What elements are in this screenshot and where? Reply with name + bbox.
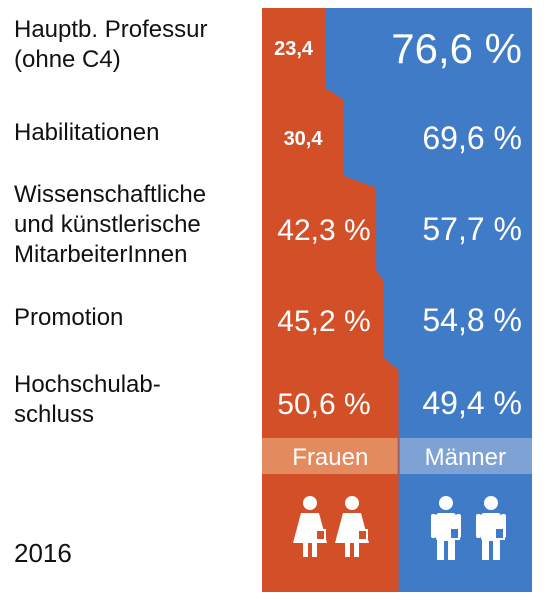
year-label: 2016: [14, 538, 72, 568]
man-icon: [476, 496, 506, 560]
row-gap-2: [262, 270, 532, 282]
category-label-2: Wissenschaftliche und künstlerische Mita…: [14, 181, 207, 268]
value-label-maenner-2: 57,7 %: [422, 211, 522, 247]
category-label-0: Hauptb. Professur (ohne C4): [14, 16, 208, 73]
bar-frauen-0: [262, 8, 326, 88]
value-label-frauen-0: 23,4: [274, 38, 314, 60]
legend-frauen-label: Frauen: [292, 444, 368, 471]
bar-maenner-2: [376, 188, 532, 270]
category-label-4: Hochschulab- schluss: [14, 371, 161, 428]
legend-maenner-swatch: [399, 438, 532, 474]
bar-maenner-0: [325, 8, 532, 88]
woman-icon: [293, 496, 327, 557]
value-label-maenner-3: 54,8 %: [422, 302, 522, 338]
value-label-frauen-3: 45,2 %: [277, 305, 370, 338]
category-label-1: Habilitationen: [14, 119, 160, 146]
legend-maenner-label: Männer: [425, 444, 506, 471]
value-label-maenner-4: 49,4 %: [422, 385, 522, 421]
bar-frauen-2: [262, 188, 377, 270]
row-gap-0: [262, 88, 532, 100]
bar-frauen-4: [262, 370, 399, 436]
value-label-maenner-0: 76,6 %: [391, 25, 522, 72]
bar-maenner-4: [398, 370, 532, 436]
value-label-frauen-2: 42,3 %: [277, 214, 370, 247]
bar-maenner-3: [384, 282, 532, 358]
value-label-frauen-4: 50,6 %: [277, 388, 370, 421]
row-gap-3: [262, 358, 532, 370]
woman-icon: [335, 496, 369, 557]
bar-frauen-3: [262, 282, 385, 358]
bar-frauen-1: [262, 100, 345, 176]
bar-maenner-1: [344, 100, 532, 176]
category-label-3: Promotion: [14, 304, 124, 331]
value-label-maenner-1: 69,6 %: [422, 120, 522, 156]
man-icon: [431, 496, 461, 560]
legend-frauen-swatch: [262, 438, 398, 474]
row-gap-1: [262, 176, 532, 188]
value-label-frauen-1: 30,4: [284, 128, 324, 150]
